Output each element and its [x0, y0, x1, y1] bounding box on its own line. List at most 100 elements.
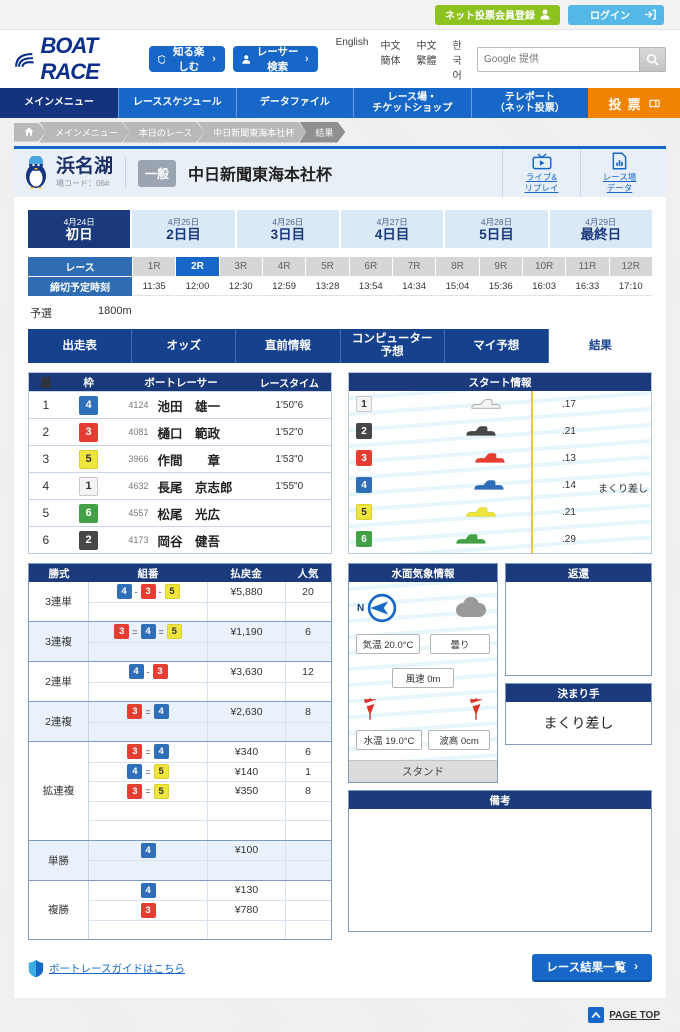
grade-badge: 一般 — [138, 159, 177, 187]
result-row: 3 5 3966 作間 章 1'53"0 — [29, 445, 331, 472]
start-timing: .29 — [562, 534, 576, 545]
nav-item[interactable]: テレポート （ネット投票） — [470, 88, 589, 118]
race-tab[interactable]: 5R — [306, 257, 349, 276]
date-tab[interactable]: 4月26日 3日目 — [236, 210, 339, 248]
payout-combination: 3 — [89, 901, 207, 920]
result-racetime — [248, 500, 331, 526]
payout-row: 3 ¥780 — [89, 900, 331, 920]
login-button[interactable]: ログイン — [568, 4, 664, 25]
weather-title: 水面気象情報 — [349, 564, 497, 582]
breadcrumb-items: メインメニュー 本日のレース 中日新聞東海本社杯 結果 — [46, 122, 345, 143]
water-temp-box: 水温 19.0°C — [356, 730, 422, 750]
nav-item[interactable]: レース場・ チケットショップ — [353, 88, 471, 118]
date-tabs: 4月24日 初日 4月25日 2日目 4月26日 3日目 4月27日 4日目 4月28日 5日目 4… — [28, 210, 652, 248]
payout-row: 4-3-5 ¥5,880 20 — [89, 582, 331, 602]
race-tab[interactable]: 2R — [176, 257, 219, 276]
section-tab[interactable]: 出走表 — [62, 339, 97, 352]
chevron-right-icon: › — [305, 53, 309, 65]
boatrace-guide-link[interactable]: ボートレースガイドはこちら — [28, 959, 185, 978]
date-tab[interactable]: 4月28日 5日目 — [445, 210, 548, 248]
payout-rows: 3 = 4 = 5 ¥1,190 6 — [89, 622, 331, 661]
boatrace-logo[interactable]: BOAT RACE — [14, 33, 131, 85]
language-link[interactable]: 中文繁體 — [416, 40, 437, 67]
breadcrumb-item[interactable]: 本日のレース — [123, 122, 205, 143]
section-tab[interactable]: オッズ — [131, 329, 235, 363]
ticket-icon — [648, 99, 660, 107]
race-tab[interactable]: 4R — [262, 257, 306, 276]
combo-separator: - — [146, 666, 150, 677]
racer-search-label: レーサー検索 — [256, 46, 299, 73]
race-tab[interactable]: 3R — [219, 257, 262, 276]
vote-button[interactable]: 投票 — [588, 88, 680, 118]
live-replay-link[interactable]: ライブ& リプレイ — [502, 149, 580, 197]
payout-body: 3連単 4-3-5 ¥5,880 20 3連複 3 = 4 = 5 ¥1,190 6 2連単 4-3 ¥3,… — [29, 582, 331, 939]
frame-number-4: 4 — [140, 842, 156, 858]
wave-height-box: 波高 0cm — [428, 730, 490, 750]
search-input[interactable] — [477, 46, 639, 72]
payout-amount: ¥5,880 — [207, 582, 285, 602]
page-footer: PAGE TOP — [0, 998, 680, 1032]
racer-name: 作間 章 — [157, 453, 220, 468]
stadium-data-link[interactable]: レース場 データ — [580, 149, 658, 197]
breadcrumb-item[interactable]: メインメニュー — [39, 122, 130, 143]
racer-search-button[interactable]: レーサー検索 › — [232, 46, 318, 73]
date-tab-day: 初日 — [65, 226, 93, 242]
nav-item[interactable]: メインメニュー — [0, 88, 118, 118]
date-tab[interactable]: 4月29日 最終日 — [549, 210, 652, 248]
combo-separator: = — [145, 766, 151, 777]
language-link[interactable]: English — [335, 36, 369, 48]
racer-name: 池田 雄一 — [157, 399, 220, 414]
boat-icon-lane-1 — [471, 398, 501, 414]
page-top-link[interactable]: PAGE TOP — [588, 1007, 660, 1023]
venue-mascot-icon — [26, 156, 46, 190]
person-icon — [540, 9, 550, 20]
result-frame: 5 — [63, 446, 115, 472]
card-inner: 4月24日 初日 4月25日 2日目 4月26日 3日目 4月27日 4日目 4月28日 5日目 4… — [14, 197, 666, 982]
frame-number-3: 3 — [114, 624, 130, 640]
section-tab[interactable]: 直前情報 — [235, 329, 339, 363]
race-results-list-button[interactable]: レース結果一覧 › — [532, 954, 652, 982]
race-tab[interactable]: 12R — [609, 257, 652, 276]
boat-icon-lane-4 — [474, 479, 504, 495]
live-replay-label: ライブ& リプレイ — [524, 171, 559, 193]
race-tab[interactable]: 6R — [349, 257, 392, 276]
race-tab[interactable]: 8R — [436, 257, 479, 276]
breadcrumb-home[interactable] — [14, 123, 46, 142]
search-icon — [646, 53, 659, 66]
date-tab[interactable]: 4月27日 4日目 — [341, 210, 444, 248]
race-tab[interactable]: 11R — [566, 257, 609, 276]
date-tab[interactable]: 4月25日 2日目 — [132, 210, 235, 248]
race-tab[interactable]: 9R — [479, 257, 522, 276]
payout-combination — [89, 723, 207, 742]
payout-row — [89, 919, 331, 939]
nav-item[interactable]: データファイル — [235, 88, 354, 118]
race-tab[interactable]: 10R — [522, 257, 566, 276]
race-tab[interactable]: 7R — [392, 257, 436, 276]
logo-text: BOAT RACE — [40, 33, 99, 84]
frame-number-4: 4 — [140, 882, 156, 898]
register-label: ネット投票会員登録 — [445, 11, 535, 22]
payout-combination: 3 = 5 — [89, 782, 207, 801]
section-tab[interactable]: マイ予想 — [443, 329, 548, 363]
breadcrumb-item[interactable]: 結果 — [299, 122, 345, 143]
language-link[interactable]: 中文簡体 — [380, 40, 401, 67]
section-tab[interactable]: 結果 — [547, 329, 653, 363]
payout-rows: 3 = 4 ¥2,630 8 — [89, 702, 331, 741]
refund-panel: 返還 — [505, 563, 652, 676]
combo-separator: = — [145, 746, 151, 757]
nav-item[interactable]: レーススケジュール — [118, 88, 236, 118]
net-vote-register-button[interactable]: ネット投票会員登録 — [435, 4, 560, 25]
race-tab[interactable]: 1R — [133, 257, 176, 276]
col-bet-type: 勝式 — [48, 567, 70, 580]
date-tab-date: 4月26日 — [272, 216, 304, 227]
know-enjoy-button[interactable]: 知る楽しむ › — [148, 46, 225, 73]
tv-icon — [532, 153, 551, 170]
payout-row — [89, 641, 331, 661]
date-tab[interactable]: 4月24日 初日 — [28, 210, 131, 248]
result-place: 6 — [42, 533, 50, 547]
search-button[interactable] — [639, 46, 666, 72]
breadcrumb-item[interactable]: 中日新聞東海本社杯 — [197, 122, 306, 143]
section-tab[interactable]: コンピューター 予想 — [339, 329, 444, 363]
language-link[interactable]: 한국어 — [452, 40, 462, 82]
start-info-water: 1.17 2.21 3.13 4.14 まくり差し 5.21 6.29 — [349, 391, 651, 553]
